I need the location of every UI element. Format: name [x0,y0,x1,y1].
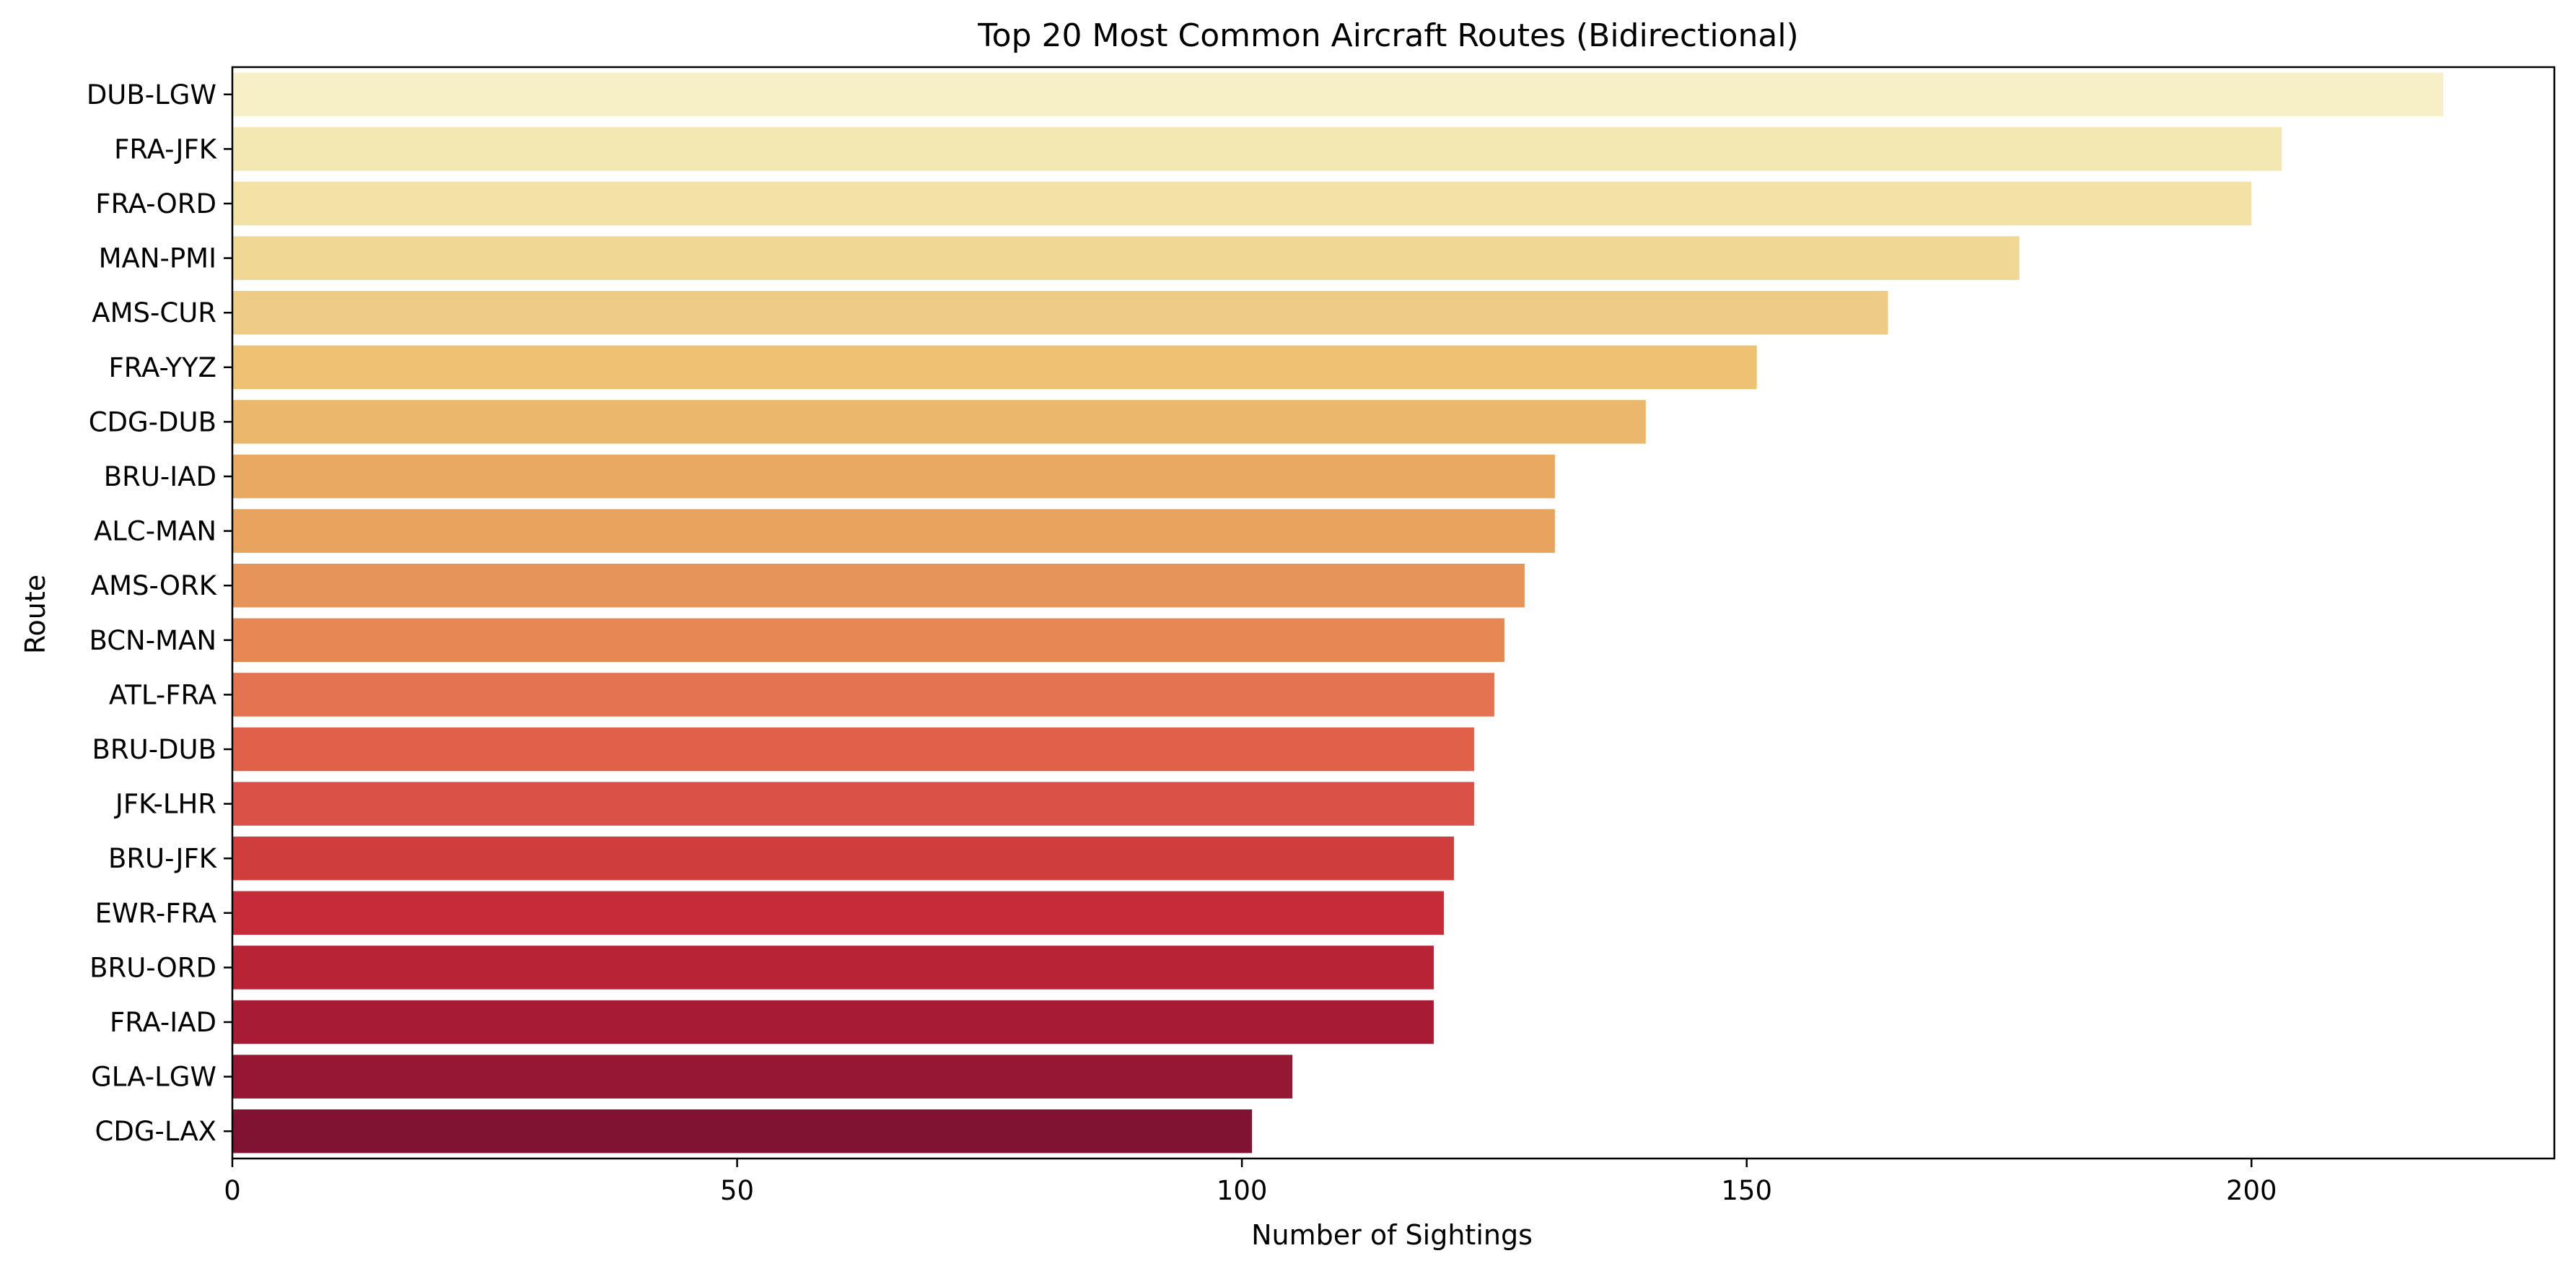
x-tick-label: 150 [1721,1175,1772,1206]
y-tick-label: CDG-LAX [95,1116,216,1147]
y-tick-label: AMS-ORK [91,570,218,601]
y-tick-label: CDG-DUB [89,406,216,437]
bar-bru-iad [232,454,1555,499]
x-tick-label: 200 [2226,1175,2277,1206]
y-tick-label: BRU-ORD [89,952,216,983]
x-tick-label: 0 [224,1175,241,1206]
y-tick-label: GLA-LGW [91,1062,216,1093]
bar-dub-lgw [232,72,2444,117]
x-tick-label: 50 [720,1175,754,1206]
bar-cdg-lax [232,1109,1253,1153]
x-axis-label: Number of Sightings [1251,1219,1533,1251]
bar-bru-jfk [232,836,1454,881]
bar-jfk-lhr [232,782,1474,826]
bar-fra-iad [232,1000,1434,1044]
bar-cdg-dub [232,400,1646,444]
y-tick-label: FRA-ORD [95,188,216,219]
bar-bru-ord [232,946,1434,990]
y-tick-label: FRA-JFK [114,134,218,165]
bar-ams-cur [232,290,1888,335]
y-tick-label: EWR-FRA [95,898,216,929]
bar-alc-man [232,509,1555,553]
x-axis-ticks: 0 50 100 150 200 [224,1159,2277,1206]
bar-gla-lgw [232,1055,1293,1099]
y-tick-label: FRA-IAD [110,1007,216,1038]
y-tick-label: ALC-MAN [94,516,216,547]
chart-title: Top 20 Most Common Aircraft Routes (Bidi… [977,17,1798,54]
y-tick-label: DUB-LGW [87,79,216,110]
y-axis-label: Route [19,575,51,654]
bar-fra-ord [232,181,2252,226]
bar-bru-dub [232,727,1474,772]
bar-bcn-man [232,618,1504,663]
y-axis-ticks: DUB-LGW FRA-JFK FRA-ORD MAN-PMI AMS-CUR FRA-Y… [87,79,232,1147]
y-tick-label: MAN-PMI [99,243,216,274]
y-tick-label: AMS-CUR [92,297,216,328]
y-tick-label: FRA-YYZ [109,352,217,383]
bar-fra-jfk [232,127,2282,171]
bar-atl-fra [232,673,1494,717]
bar-fra-yyz [232,345,1757,390]
y-tick-label: BRU-IAD [104,461,216,492]
y-tick-label: JFK-LHR [114,789,216,820]
plot-frame [231,66,2556,1160]
bar-man-pmi [232,236,2020,280]
y-tick-label: BCN-MAN [89,625,216,656]
y-tick-label: BRU-JFK [108,843,218,874]
y-tick-label: BRU-DUB [92,734,216,765]
bar-ams-ork [232,563,1525,608]
bar-ewr-fra [232,891,1444,935]
x-tick-label: 100 [1217,1175,1268,1206]
bars-group [232,72,2444,1153]
y-tick-label: ATL-FRA [109,679,216,710]
